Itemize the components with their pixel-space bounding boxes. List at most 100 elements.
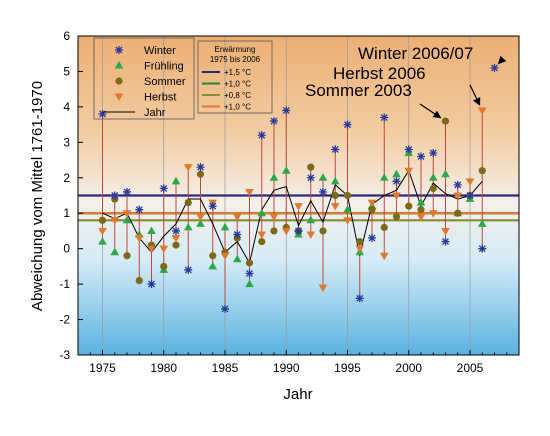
point-sommer-1977 (123, 252, 131, 260)
point-herbst-1978 (134, 235, 144, 243)
point-herbst-1998 (379, 252, 389, 261)
point-herbst-1977 (122, 210, 132, 218)
point-winter-1985 (221, 304, 229, 313)
y-tick-label--1: -1 (59, 277, 70, 291)
point-winter-1979 (147, 280, 156, 289)
point-herbst-1999 (392, 192, 401, 200)
point-herbst-1993 (318, 284, 328, 293)
point-herbst-1994 (330, 203, 340, 211)
point-sommer-1978 (135, 276, 143, 285)
point-winter-1976 (110, 191, 119, 200)
point-fruehling-1975 (98, 237, 107, 245)
point-herbst-1976 (110, 217, 120, 225)
point-fruehling-1995 (343, 205, 352, 213)
point-fruehling-1994 (330, 176, 340, 185)
point-winter-1975 (98, 109, 107, 118)
x-tick-label-1990: 1990 (273, 361, 300, 375)
point-sommer-1992 (307, 163, 315, 171)
point-herbst-1988 (257, 231, 267, 239)
point-herbst-1980 (159, 245, 169, 254)
point-winter-1992 (306, 173, 315, 182)
point-fruehling-1987 (245, 279, 254, 288)
y-tick-label-0: 0 (63, 242, 70, 256)
point-fruehling-1993 (318, 173, 328, 181)
point-herbst-2001 (416, 213, 426, 222)
point-fruehling-1976 (110, 247, 120, 256)
point-herbst-1983 (196, 213, 205, 222)
series-legend-box (93, 37, 195, 120)
legend-label-herbst: Herbst (144, 92, 176, 104)
x-tick-label-1985: 1985 (212, 361, 239, 375)
point-winter-1983 (196, 163, 205, 172)
point-fruehling-2002 (428, 173, 438, 181)
legend-label-winter: Winter (144, 45, 176, 57)
point-herbst-2003 (441, 227, 450, 236)
point-herbst-1981 (171, 235, 181, 243)
point-winter-2001 (417, 152, 425, 161)
point-sommer-1987 (245, 259, 254, 267)
point-winter-2002 (429, 148, 438, 157)
point-winter-1984 (208, 202, 217, 211)
point-sommer-1994 (331, 191, 339, 200)
point-winter-2005 (466, 191, 474, 200)
point-herbst-1986 (232, 213, 242, 222)
point-fruehling-1986 (232, 254, 242, 263)
point-herbst-1982 (183, 164, 193, 172)
point-fruehling-1984 (208, 261, 218, 270)
point-winter-1996 (355, 294, 364, 303)
point-herbst-1991 (294, 203, 303, 211)
point-fruehling-1988 (257, 208, 267, 217)
point-sommer-2002 (429, 184, 437, 193)
point-fruehling-1979 (147, 226, 156, 234)
warming-legend: Erwärmung 1975 bis 2006 +1,5 °C +1,0 °C +0… (197, 40, 273, 114)
point-fruehling-1990 (281, 166, 291, 174)
x-tick-label-1995: 1995 (334, 361, 361, 375)
point-herbst-1989 (269, 213, 279, 222)
annotation-arrow-1 (469, 84, 481, 106)
point-winter-2006 (478, 244, 487, 253)
point-winter-1993 (319, 187, 327, 196)
point-winter-1987 (245, 269, 254, 278)
annotation-text-1: Herbst 2006 (333, 64, 426, 83)
annotation-arrow-0 (497, 55, 507, 65)
point-fruehling-2006 (477, 219, 487, 227)
point-fruehling-1985 (220, 222, 230, 231)
point-fruehling-1983 (196, 219, 205, 227)
point-winter-1990 (282, 106, 291, 115)
point-herbst-2006 (477, 107, 487, 115)
point-sommer-1980 (160, 262, 168, 270)
point-sommer-1997 (368, 206, 376, 214)
x-tick-label-1975: 1975 (89, 361, 116, 375)
point-sommer-1981 (172, 241, 180, 249)
point-sommer-1995 (343, 191, 352, 200)
y-tick-label-3: 3 (63, 135, 70, 149)
point-sommer-1999 (392, 213, 401, 221)
point-winter-1986 (233, 230, 242, 239)
point-winter-1982 (184, 265, 193, 274)
point-winter-1997 (368, 234, 376, 243)
point-sommer-2000 (405, 202, 413, 210)
point-herbst-2000 (404, 167, 414, 176)
y-tick-label--3: -3 (59, 348, 70, 362)
legend-swatch-fruehling (114, 61, 124, 69)
point-herbst-1992 (306, 231, 316, 239)
point-fruehling-2003 (441, 169, 450, 178)
point-winter-1999 (392, 177, 401, 186)
point-winter-2000 (404, 145, 413, 154)
point-winter-1995 (343, 120, 352, 129)
point-sommer-1983 (196, 170, 205, 178)
point-sommer-2003 (441, 117, 450, 125)
point-herbst-1996 (355, 245, 365, 254)
point-herbst-2002 (428, 210, 438, 218)
point-sommer-1989 (270, 227, 278, 235)
series-markers (98, 63, 499, 313)
legend-swatch-sommer (115, 77, 123, 85)
axes: 1975 1980 1985 1990 1995 2000 2005 -3 -2 -1 0 1 2 3 4 5… (59, 29, 520, 375)
point-winter-1977 (123, 187, 131, 196)
annotation-text-2: Sommer 2003 (305, 81, 412, 100)
point-winter-1991 (294, 226, 303, 235)
point-herbst-1987 (245, 188, 254, 197)
series-legend-rows: Winter Frühling Sommer Herbst Jahr (103, 45, 186, 119)
point-winter-2004 (453, 180, 462, 189)
warming-legend-label-3: +1,0 °C (224, 103, 251, 112)
